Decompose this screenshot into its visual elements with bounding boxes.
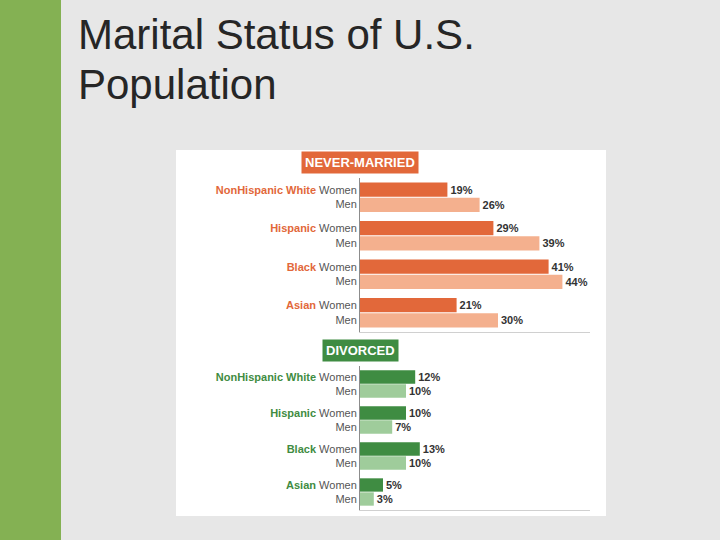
svg-text:7%: 7% bbox=[395, 421, 411, 433]
svg-text:Asian WomenMen: Asian WomenMen bbox=[286, 479, 357, 505]
svg-text:NEVER-MARRIED: NEVER-MARRIED bbox=[305, 155, 415, 170]
svg-text:39%: 39% bbox=[542, 237, 564, 249]
svg-text:10%: 10% bbox=[409, 407, 431, 419]
svg-text:Black WomenMen: Black WomenMen bbox=[287, 261, 357, 287]
svg-text:19%: 19% bbox=[450, 184, 472, 196]
svg-text:41%: 41% bbox=[552, 261, 574, 273]
svg-text:Hispanic WomenMen: Hispanic WomenMen bbox=[270, 407, 357, 433]
svg-text:29%: 29% bbox=[496, 222, 518, 234]
html-text:Marital Status of U.S. Populat: Marital Status of U.S. Population bbox=[78, 11, 475, 109]
svg-text:DIVORCED: DIVORCED bbox=[326, 343, 395, 358]
svg-text:10%: 10% bbox=[409, 385, 431, 397]
svg-text:44%: 44% bbox=[565, 276, 587, 288]
svg-text:21%: 21% bbox=[460, 299, 482, 311]
svg-text:Asian WomenMen: Asian WomenMen bbox=[286, 299, 357, 325]
svg-text:30%: 30% bbox=[501, 314, 523, 326]
svg-text:Black WomenMen: Black WomenMen bbox=[287, 443, 357, 469]
svg-text:3%: 3% bbox=[377, 493, 393, 505]
svg-text:13%: 13% bbox=[423, 443, 445, 455]
svg-text:12%: 12% bbox=[418, 371, 440, 383]
svg-text:26%: 26% bbox=[483, 199, 505, 211]
svg-text:NonHispanic White WomenMen: NonHispanic White WomenMen bbox=[216, 184, 357, 210]
svg-text:NonHispanic White WomenMen: NonHispanic White WomenMen bbox=[216, 371, 357, 397]
svg-text:Hispanic WomenMen: Hispanic WomenMen bbox=[270, 222, 357, 248]
svg-text:10%: 10% bbox=[409, 457, 431, 469]
svg-text:5%: 5% bbox=[386, 479, 402, 491]
